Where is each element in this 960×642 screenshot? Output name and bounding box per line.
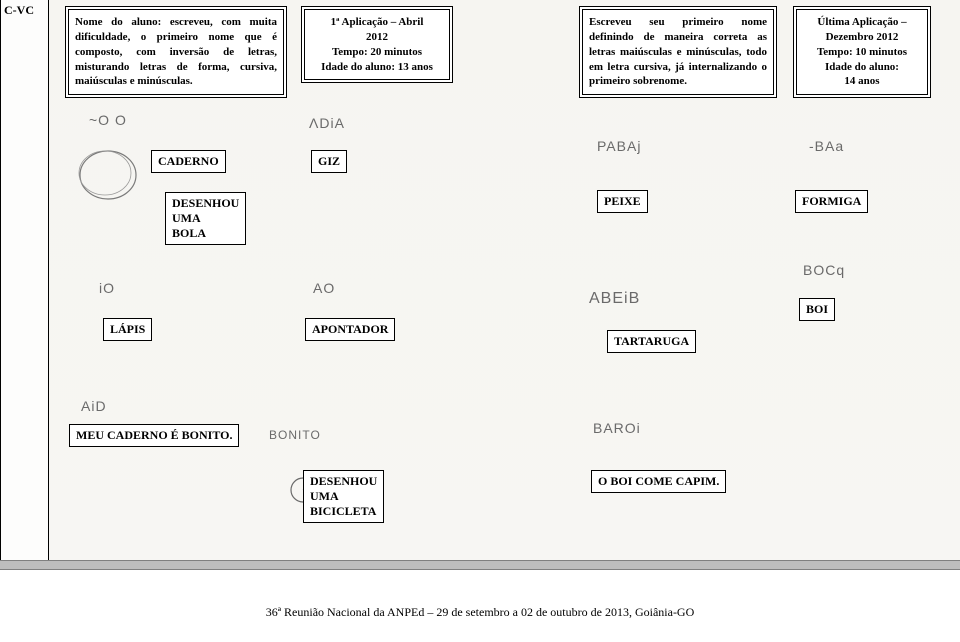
sketch-circle xyxy=(73,145,143,205)
scribble-7: ABEiB xyxy=(589,290,640,308)
scribble-11: BAROi xyxy=(593,420,641,436)
label-desenhou-bola: DESENHOU UMA BOLA xyxy=(165,192,246,245)
box2-l1: 1ª Aplicação – Abril xyxy=(311,15,443,30)
box4-l5: 14 anos xyxy=(803,74,921,89)
label-sentence1: MEU CADERNO É BONITO. xyxy=(69,424,239,447)
label-lapis: LÁPIS xyxy=(103,318,152,341)
scribble-8: BOCq xyxy=(803,262,845,278)
label-caderno: CADERNO xyxy=(151,150,226,173)
box-left-desc: Nome do aluno: escreveu, com muita dific… xyxy=(65,6,287,98)
page-frame: C-VC Nome do aluno: escreveu, com muita … xyxy=(0,0,960,570)
label-tartaruga: TARTARUGA xyxy=(607,330,696,353)
label-boi: BOI xyxy=(799,298,835,321)
scribble-6: AO xyxy=(313,280,335,296)
box-first-application: 1ª Aplicação – Abril 2012 Tempo: 20 minu… xyxy=(301,6,453,83)
scribble-3: PABAj xyxy=(597,138,641,154)
scribble-4: -BAa xyxy=(809,138,844,154)
box-right-desc: Escreveu seu primeiro nome definindo de … xyxy=(579,6,777,98)
id-column: C-VC xyxy=(1,0,49,570)
id-tag: C-VC xyxy=(4,3,34,17)
scribble-1: ~O O xyxy=(89,112,127,128)
box-left-desc-text: Nome do aluno: escreveu, com muita dific… xyxy=(68,9,284,95)
label-peixe: PEIXE xyxy=(597,190,648,213)
scribble-9: AiD xyxy=(81,398,107,414)
label-formiga: FORMIGA xyxy=(795,190,868,213)
label-apontador: APONTADOR xyxy=(305,318,395,341)
box-last-application: Última Aplicação – Dezembro 2012 Tempo: … xyxy=(793,6,931,98)
box2-l2: 2012 xyxy=(311,30,443,45)
scribble-10: BONITO xyxy=(269,428,321,442)
box4-l3: Tempo: 10 minutos xyxy=(803,45,921,60)
box4-l4: Idade do aluno: xyxy=(803,60,921,75)
box-right-desc-text: Escreveu seu primeiro nome definindo de … xyxy=(582,9,774,95)
footer-bar xyxy=(0,560,960,570)
scribble-2: ΛDiA xyxy=(309,115,345,131)
box4-l2: Dezembro 2012 xyxy=(803,30,921,45)
box2-l3: Tempo: 20 minutos xyxy=(311,45,443,60)
box2-l4: Idade do aluno: 13 anos xyxy=(311,60,443,75)
footer-text: 36ª Reunião Nacional da ANPEd – 29 de se… xyxy=(0,605,960,620)
scribble-5: iO xyxy=(99,280,115,296)
label-desenhou-bici: DESENHOU UMA BICICLETA xyxy=(303,470,384,523)
label-sentence2: O BOI COME CAPIM. xyxy=(591,470,726,493)
box4-l1: Última Aplicação – xyxy=(803,15,921,30)
content-area: Nome do aluno: escreveu, com muita dific… xyxy=(49,0,960,570)
label-giz: GIZ xyxy=(311,150,347,173)
